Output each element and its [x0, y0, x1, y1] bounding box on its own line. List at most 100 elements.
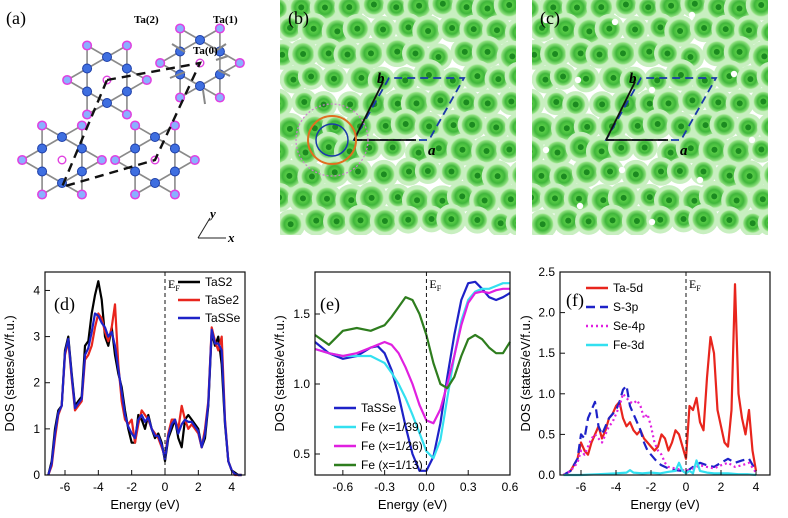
panel-label: (d) — [54, 294, 75, 315]
density-core — [311, 125, 318, 132]
vacancy-site — [618, 166, 626, 174]
density-core — [633, 218, 640, 225]
density-core — [606, 25, 613, 32]
density-blob — [499, 187, 516, 211]
density-core — [610, 74, 617, 81]
series-line-2 — [47, 312, 242, 477]
density-blob — [532, 0, 540, 19]
density-core — [415, 149, 422, 156]
panel-b-vector-b: b — [377, 71, 385, 87]
density-blob — [499, 43, 516, 69]
panel-b-label: (b) — [288, 8, 309, 29]
density-core — [367, 50, 374, 57]
density-core — [509, 53, 516, 60]
density-core — [657, 24, 664, 31]
density-core — [768, 29, 774, 35]
lattice-vector-b — [353, 81, 384, 141]
density-blob — [508, 213, 516, 233]
density-blob — [760, 213, 768, 233]
vacancy-site — [730, 70, 738, 78]
ta-atom-edge — [62, 74, 73, 86]
x-tick-label: 0.0 — [418, 480, 435, 494]
ta-atom-inner — [121, 86, 132, 97]
density-core — [347, 101, 354, 108]
density-core — [413, 100, 420, 107]
density-core — [290, 76, 297, 83]
density-core — [333, 218, 340, 225]
density-core — [654, 77, 661, 84]
ta1-label: Ta(1) — [213, 14, 238, 26]
y-axis-label: DOS (states/eV/f.u.) — [272, 315, 287, 431]
density-core — [310, 25, 317, 32]
y-tick-label: 0.5 — [293, 447, 310, 461]
density-core — [577, 50, 584, 57]
plot-frame — [559, 271, 771, 476]
density-core — [449, 24, 456, 31]
fermi-subscript: F — [437, 284, 442, 293]
density-blob — [763, 165, 768, 185]
legend-entry: Fe (x=1/26) — [361, 439, 423, 453]
y-axis-label: DOS (states/eV/f.u.) — [518, 315, 533, 431]
density-core — [370, 1, 377, 8]
panel-label: (e) — [320, 294, 340, 315]
density-core — [747, 76, 754, 83]
density-core — [598, 4, 605, 11]
density-core — [745, 27, 752, 34]
y-axis-label: DOS (states/eV/f.u.) — [2, 315, 17, 431]
density-core — [325, 144, 332, 151]
density-core — [274, 6, 280, 12]
axis-y-line — [197, 217, 211, 239]
x-axis-label: Energy (eV) — [378, 497, 447, 512]
vacancy-site — [542, 146, 550, 154]
density-core — [497, 220, 504, 227]
density-core — [428, 216, 435, 223]
density-core — [323, 195, 330, 202]
density-core — [435, 53, 442, 60]
density-core — [607, 168, 614, 175]
x-tick-label: -4 — [93, 480, 104, 494]
density-core — [758, 2, 765, 9]
ta-atom-inner — [121, 63, 132, 74]
density-core — [280, 194, 283, 201]
x-tick-label: 0 — [162, 480, 169, 494]
ta-atom-edge — [110, 154, 121, 166]
x-tick-label: 2 — [195, 480, 202, 494]
fermi-subscript: F — [696, 284, 701, 293]
plot-frame — [314, 271, 511, 476]
vacancy-site — [696, 176, 704, 184]
density-core — [645, 4, 652, 11]
legend-entry: Fe (x=1/39) — [361, 420, 423, 434]
density-core — [463, 4, 470, 11]
x-axis-label: Energy (eV) — [630, 497, 699, 512]
panel-label: (f) — [566, 290, 584, 311]
star-outline-outer — [295, 103, 369, 177]
density-core — [553, 98, 560, 105]
density-core — [641, 144, 648, 151]
ta-atom-inner — [130, 166, 141, 177]
density-core — [321, 4, 328, 11]
density-core — [516, 124, 522, 130]
density-core — [520, 172, 526, 178]
density-core — [632, 26, 639, 33]
density-core — [715, 99, 722, 106]
density-core — [469, 121, 476, 128]
y-tick-label: 3 — [33, 330, 40, 344]
density-core — [526, 6, 532, 12]
ta-atom-edge — [121, 109, 132, 120]
density-blob — [280, 91, 290, 116]
displacement-arrow — [202, 89, 206, 105]
fermi-level-label: EF — [168, 277, 180, 293]
density-blob — [280, 0, 288, 19]
density-core — [414, 197, 421, 204]
star-inner — [315, 123, 349, 157]
density-core — [280, 102, 281, 105]
density-core — [677, 72, 684, 79]
ta-atom-edge — [121, 40, 132, 51]
density-core — [572, 101, 579, 108]
density-core — [646, 48, 653, 55]
series-line-2 — [562, 392, 757, 476]
y-tick-label: 1.5 — [538, 346, 555, 360]
density-core — [634, 122, 641, 129]
density-core — [302, 149, 309, 156]
density-blob — [683, 0, 707, 16]
